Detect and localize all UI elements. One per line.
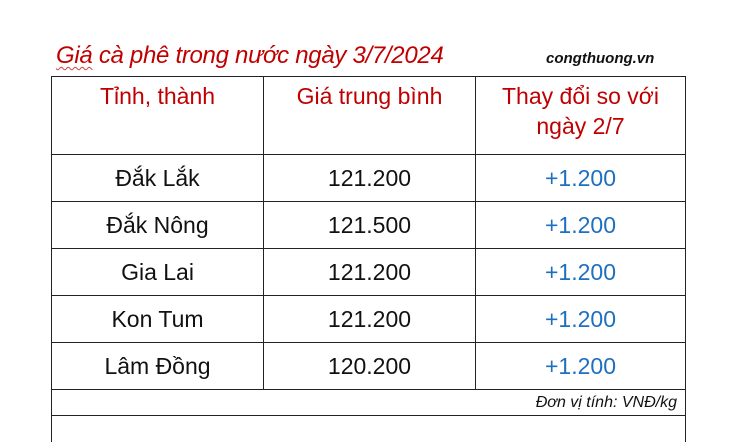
province-cell: Đắk Nông	[52, 202, 264, 249]
unit-note: Đơn vị tính: VNĐ/kg	[52, 390, 686, 416]
price-cell: 121.200	[264, 249, 476, 296]
change-cell: +1.200	[476, 343, 686, 390]
coffee-price-table: Tỉnh, thành Giá trung bình Thay đổi so v…	[51, 76, 686, 442]
change-cell: +1.200	[476, 296, 686, 343]
header-province: Tỉnh, thành	[52, 77, 264, 155]
page-title: Giá cà phê trong nước ngày 3/7/2024	[56, 42, 444, 70]
change-cell: +1.200	[476, 249, 686, 296]
province-cell: Lâm Đồng	[52, 343, 264, 390]
price-cell: 121.200	[264, 155, 476, 202]
change-cell: +1.200	[476, 202, 686, 249]
source-label: congthuong.vn	[546, 50, 654, 67]
blank-row	[52, 416, 686, 442]
header-row: Tỉnh, thành Giá trung bình Thay đổi so v…	[52, 77, 686, 155]
blank-cell	[52, 416, 686, 442]
province-cell: Kon Tum	[52, 296, 264, 343]
header-price: Giá trung bình	[264, 77, 476, 155]
province-cell: Đắk Lắk	[52, 155, 264, 202]
change-cell: +1.200	[476, 155, 686, 202]
price-cell: 121.200	[264, 296, 476, 343]
province-cell: Gia Lai	[52, 249, 264, 296]
header-change: Thay đổi so với ngày 2/7	[476, 77, 686, 155]
unit-row: Đơn vị tính: VNĐ/kg	[52, 390, 686, 416]
price-cell: 121.500	[264, 202, 476, 249]
price-cell: 120.200	[264, 343, 476, 390]
